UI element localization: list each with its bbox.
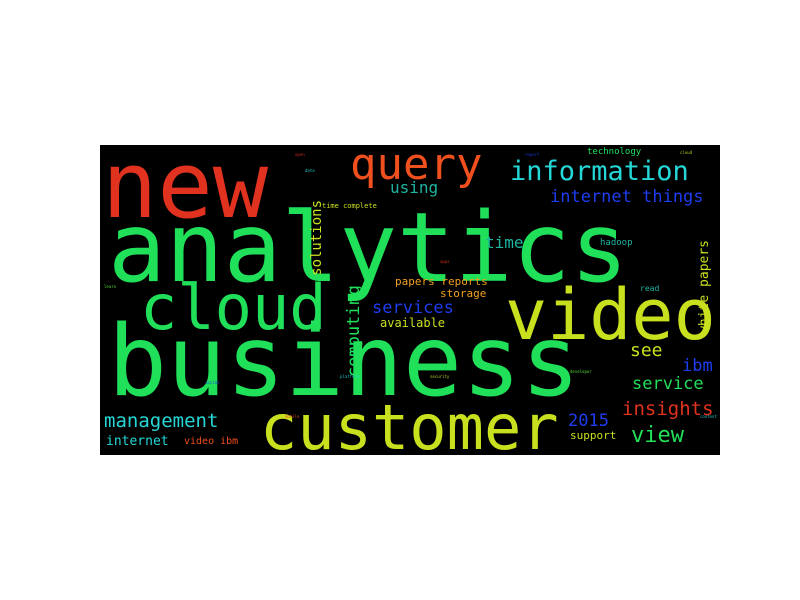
tiny-word: security bbox=[430, 374, 450, 379]
tiny-word: learn bbox=[104, 284, 117, 289]
word-analytics: analytics bbox=[108, 192, 629, 304]
tiny-word: developer bbox=[570, 369, 592, 374]
tiny-word: platform bbox=[340, 374, 360, 379]
word-storage: storage bbox=[440, 287, 487, 300]
tiny-word: cloud bbox=[680, 150, 693, 155]
tiny-word: content bbox=[700, 414, 717, 419]
word-video-ibm: video ibm bbox=[184, 436, 239, 447]
tiny-word: open bbox=[295, 152, 305, 157]
word-ibm: ibm bbox=[682, 356, 713, 376]
word-internet: internet bbox=[106, 434, 169, 449]
word-read: read bbox=[640, 284, 660, 293]
word-computing: computing bbox=[344, 285, 364, 378]
word-service: service bbox=[632, 374, 704, 394]
tiny-word: apps bbox=[440, 259, 450, 264]
word-management: management bbox=[104, 410, 219, 432]
tiny-word: social bbox=[205, 380, 220, 385]
word-customer: customer bbox=[260, 391, 559, 456]
word-using: using bbox=[390, 178, 439, 197]
word-services: services bbox=[372, 298, 454, 318]
word-video: video bbox=[505, 274, 716, 356]
word-new: new bbox=[102, 145, 269, 239]
word-solutions: solutions bbox=[309, 200, 325, 276]
word-white-papers: white papers bbox=[697, 240, 712, 334]
word-time-complete: time complete bbox=[322, 202, 377, 210]
word-hadoop: hadoop bbox=[600, 238, 633, 248]
word-2015: 2015 bbox=[568, 411, 609, 431]
word-cloud: cloud bbox=[140, 271, 327, 344]
word-support: support bbox=[570, 429, 617, 442]
tiny-word: data bbox=[305, 168, 315, 173]
word-technology: technology bbox=[587, 147, 642, 157]
tiny-word: report bbox=[525, 152, 540, 157]
tiny-word: mobile bbox=[285, 414, 300, 419]
word-papers-reports: papers reports bbox=[395, 275, 488, 288]
word-insights: insights bbox=[622, 398, 714, 420]
word-business: business bbox=[108, 305, 581, 419]
word-available: available bbox=[380, 316, 446, 330]
word-query: query bbox=[350, 145, 483, 190]
word-see: see bbox=[630, 340, 663, 361]
word-information: information bbox=[510, 156, 689, 187]
word-view: view bbox=[631, 423, 684, 448]
word-cloud: analytics business new customer video cl… bbox=[100, 145, 720, 455]
word-internet-things: internet things bbox=[550, 187, 704, 207]
word-time: time bbox=[485, 233, 524, 252]
